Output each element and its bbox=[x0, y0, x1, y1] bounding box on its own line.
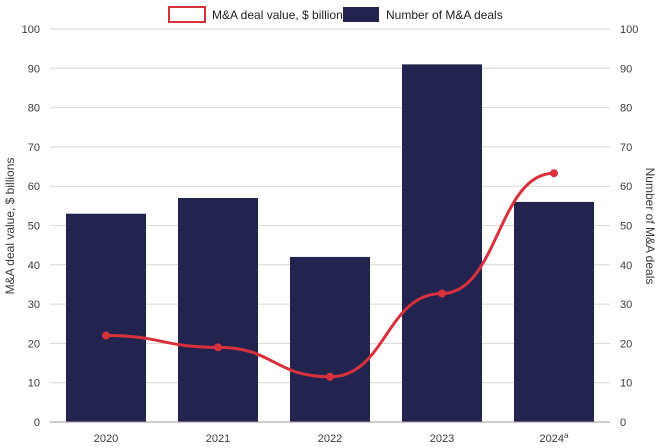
x-axis-ticks: 2020 2021 2022 2023 2024a bbox=[50, 421, 610, 445]
right-tick-label: 40 bbox=[620, 260, 632, 272]
left-tick-label: 100 bbox=[22, 24, 40, 36]
deal-value-line bbox=[105, 171, 555, 379]
x-tick-label: 2022 bbox=[318, 433, 342, 445]
right-tick-label: 0 bbox=[620, 417, 626, 429]
right-tick-label: 30 bbox=[620, 299, 632, 311]
line-point-2024 bbox=[550, 169, 558, 178]
bar-2022 bbox=[290, 256, 370, 422]
left-axis-title: M&A deal value, $ billions bbox=[3, 158, 17, 295]
x-tick-label: 2023 bbox=[430, 433, 454, 445]
x-tick-superscript: a bbox=[564, 431, 569, 440]
left-axis-ticks: 0 10 20 30 40 50 60 70 80 90 100 bbox=[22, 24, 40, 429]
left-tick-label: 20 bbox=[28, 338, 40, 350]
left-tick-label: 80 bbox=[28, 103, 40, 115]
right-axis-ticks: 0 10 20 30 40 50 60 70 80 90 100 bbox=[620, 24, 638, 429]
left-tick-label: 90 bbox=[28, 63, 40, 75]
right-tick-label: 80 bbox=[620, 103, 632, 115]
left-tick-label: 40 bbox=[28, 260, 40, 272]
x-tick-label: 2024a bbox=[540, 431, 569, 445]
bar-2020 bbox=[66, 213, 146, 422]
right-tick-label: 20 bbox=[620, 338, 632, 350]
bar-series bbox=[66, 64, 594, 423]
bar-2023 bbox=[402, 64, 482, 423]
left-tick-label: 60 bbox=[28, 181, 40, 193]
right-tick-label: 70 bbox=[620, 142, 632, 154]
right-tick-label: 60 bbox=[620, 181, 632, 193]
left-tick-label: 10 bbox=[28, 378, 40, 390]
line-point-2023 bbox=[438, 289, 446, 298]
left-tick-label: 30 bbox=[28, 299, 40, 311]
right-tick-label: 100 bbox=[620, 24, 638, 36]
bar-2024 bbox=[514, 201, 594, 422]
legend-swatch-line bbox=[168, 6, 206, 23]
legend-swatch-bars bbox=[343, 7, 379, 22]
legend-label-line: M&A deal value, $ billions bbox=[212, 8, 349, 22]
left-tick-label: 70 bbox=[28, 142, 40, 154]
left-tick-label: 50 bbox=[28, 221, 40, 233]
legend: M&A deal value, $ billions Number of M&A… bbox=[168, 6, 503, 23]
line-point-2020 bbox=[102, 331, 110, 340]
x-tick-label: 2020 bbox=[94, 433, 118, 445]
legend-label-bars: Number of M&A deals bbox=[386, 8, 503, 22]
bar-2021 bbox=[178, 197, 258, 422]
line-series bbox=[102, 169, 558, 381]
x-tick-label: 2021 bbox=[206, 433, 230, 445]
right-axis-title: Number of M&A deals bbox=[643, 168, 657, 285]
line-point-2021 bbox=[214, 343, 222, 352]
left-tick-label: 0 bbox=[34, 417, 40, 429]
right-tick-label: 50 bbox=[620, 221, 632, 233]
right-tick-label: 10 bbox=[620, 378, 632, 390]
right-tick-label: 90 bbox=[620, 63, 632, 75]
line-point-2022 bbox=[326, 372, 334, 381]
